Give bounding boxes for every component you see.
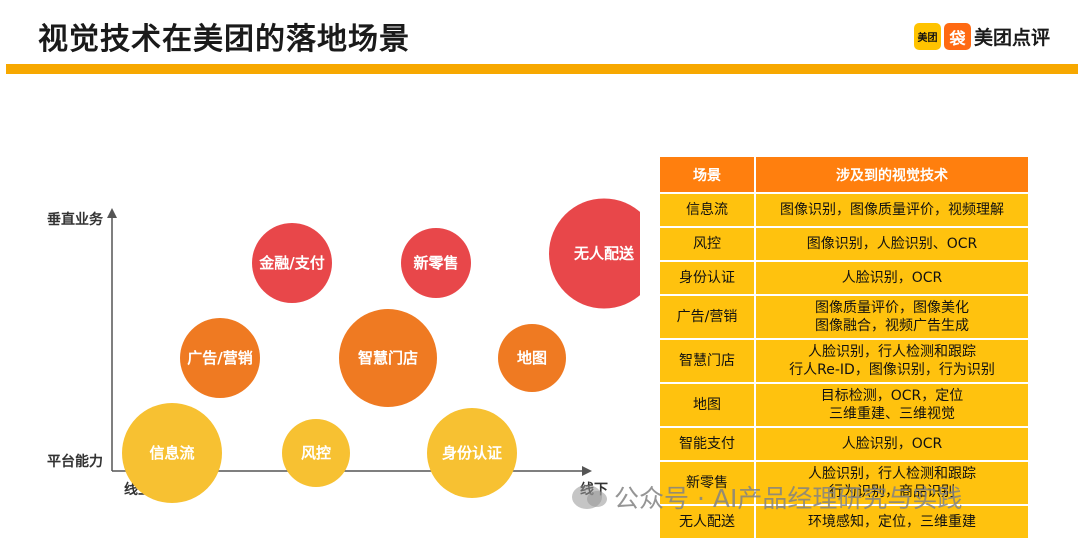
table-cell-scene: 信息流 [658, 192, 756, 228]
tech-line: 三维重建、三维视觉 [829, 406, 955, 422]
dianping-badge-icon: 袋 [943, 23, 971, 50]
bubble-label-4: 智慧门店 [358, 349, 418, 367]
table-cell-scene: 广告/营销 [658, 294, 756, 340]
bubble-label-6: 金融/支付 [258, 254, 324, 272]
title-underline-bar [6, 64, 1078, 74]
table-cell-tech: 人脸识别，行人检测和跟踪行人Re-ID，图像识别，行为识别 [754, 338, 1030, 384]
table-row: 身份认证 人脸识别，OCR [658, 260, 1030, 296]
wechat-icon [572, 485, 607, 509]
bubble-chart: 垂直业务平台能力线上线下信息流风控身份认证广告/营销智慧门店地图金融/支付新零售… [47, 198, 640, 503]
table-cell-scene: 智慧门店 [658, 338, 756, 384]
x-axis-arrow [582, 466, 592, 476]
bubble-6 [252, 223, 332, 303]
bubble-label-8: 无人配送 [573, 245, 635, 263]
bubble-3 [180, 318, 260, 398]
bubble-4 [339, 309, 437, 407]
table-row: 智能支付 人脸识别，OCR [658, 426, 1030, 462]
y-axis-top-label: 垂直业务 [47, 211, 104, 228]
table-cell-scene: 新零售 [658, 460, 756, 506]
tech-line: 行为识别，商品识别 [829, 484, 955, 500]
table-cell-tech: 图像质量评价，图像美化 图像融合，视频广告生成 [754, 294, 1030, 340]
bubble-label-0: 信息流 [149, 444, 194, 462]
tech-line: 人脸识别，OCR [841, 436, 943, 452]
bubble-7 [401, 228, 471, 298]
tech-line: 行人Re-ID，图像识别，行为识别 [789, 362, 995, 378]
bubble-label-7: 新零售 [413, 254, 458, 272]
table-cell-tech: 人脸识别，行人检测和跟踪 行为识别，商品识别 [754, 460, 1030, 506]
table-row: 地图 目标检测，OCR，定位 三维重建、三维视觉 [658, 382, 1030, 428]
table-cell-scene: 无人配送 [658, 504, 756, 540]
bubble-label-2: 身份认证 [442, 444, 502, 462]
y-axis-bottom-label: 平台能力 [47, 453, 103, 470]
table-cell-tech: 图像识别，人脸识别、OCR [754, 226, 1030, 262]
tech-line: 图像识别，图像质量评价，视频理解 [780, 202, 1004, 218]
slide-title: 视觉技术在美团的落地场景 [38, 22, 410, 57]
brand-logo: 美团 袋 美团点评 [913, 23, 1050, 50]
table-row: 风控 图像识别，人脸识别、OCR [658, 226, 1030, 262]
watermark: 公众号 · AI产品经理研究与实践 [572, 479, 962, 515]
y-axis-arrow [107, 208, 117, 218]
table-cell-tech: 人脸识别，OCR [754, 260, 1030, 296]
bubble-2 [427, 408, 517, 498]
table-cell-tech: 环境感知，定位，三维重建 [754, 504, 1030, 540]
bubble-label-5: 地图 [517, 349, 547, 367]
tech-line: 目标检测，OCR，定位 [820, 388, 964, 404]
tech-line: 人脸识别，行人检测和跟踪 [808, 466, 976, 482]
bubble-0 [122, 403, 222, 503]
tech-line: 图像识别，人脸识别、OCR [806, 236, 978, 252]
bubble-5 [498, 324, 566, 392]
table-cell-tech: 人脸识别，OCR [754, 426, 1030, 462]
tech-line: 环境感知，定位，三维重建 [808, 514, 976, 530]
table-header-scene: 场景 [658, 155, 756, 194]
tech-line: 图像质量评价，图像美化 [815, 300, 969, 316]
table-cell-tech: 图像识别，图像质量评价，视频理解 [754, 192, 1030, 228]
bubble-label-3: 广告/营销 [187, 349, 252, 367]
table-row: 信息流 图像识别，图像质量评价，视频理解 [658, 192, 1030, 228]
bubble-8 [549, 198, 640, 309]
table-row: 新零售 人脸识别，行人检测和跟踪 行为识别，商品识别 [658, 460, 1030, 506]
table-cell-scene: 智能支付 [658, 426, 756, 462]
table-row: 智慧门店 人脸识别，行人检测和跟踪 行人Re-ID，图像识别，行为识别 [658, 338, 1030, 384]
tech-line: 人脸识别，OCR [841, 270, 943, 286]
bubble-1 [282, 419, 350, 487]
tech-line: 图像融合，视频广告生成 [815, 318, 969, 334]
watermark-text: 公众号 · AI产品经理研究与实践 [614, 484, 963, 513]
table-row: 广告/营销 图像质量评价，图像美化 图像融合，视频广告生成 [658, 294, 1030, 340]
scene-tech-table: 场景 涉及到的视觉技术 信息流 图像识别，图像质量评价，视频理解风控 图像识别，人脸… [658, 155, 1030, 540]
table-cell-scene: 身份认证 [658, 260, 756, 296]
tech-line: 人脸识别，行人检测和跟踪 [808, 344, 976, 360]
bubble-label-1: 风控 [301, 444, 331, 462]
table-cell-scene: 风控 [658, 226, 756, 262]
table-header-tech: 涉及到的视觉技术 [754, 155, 1030, 194]
brand-name: 美团点评 [973, 27, 1050, 49]
table-row: 无人配送 环境感知，定位，三维重建 [658, 504, 1030, 540]
table-cell-tech: 目标检测，OCR，定位 三维重建、三维视觉 [754, 382, 1030, 428]
table-cell-scene: 地图 [658, 382, 756, 428]
meituan-badge-icon: 美团 [913, 23, 941, 50]
